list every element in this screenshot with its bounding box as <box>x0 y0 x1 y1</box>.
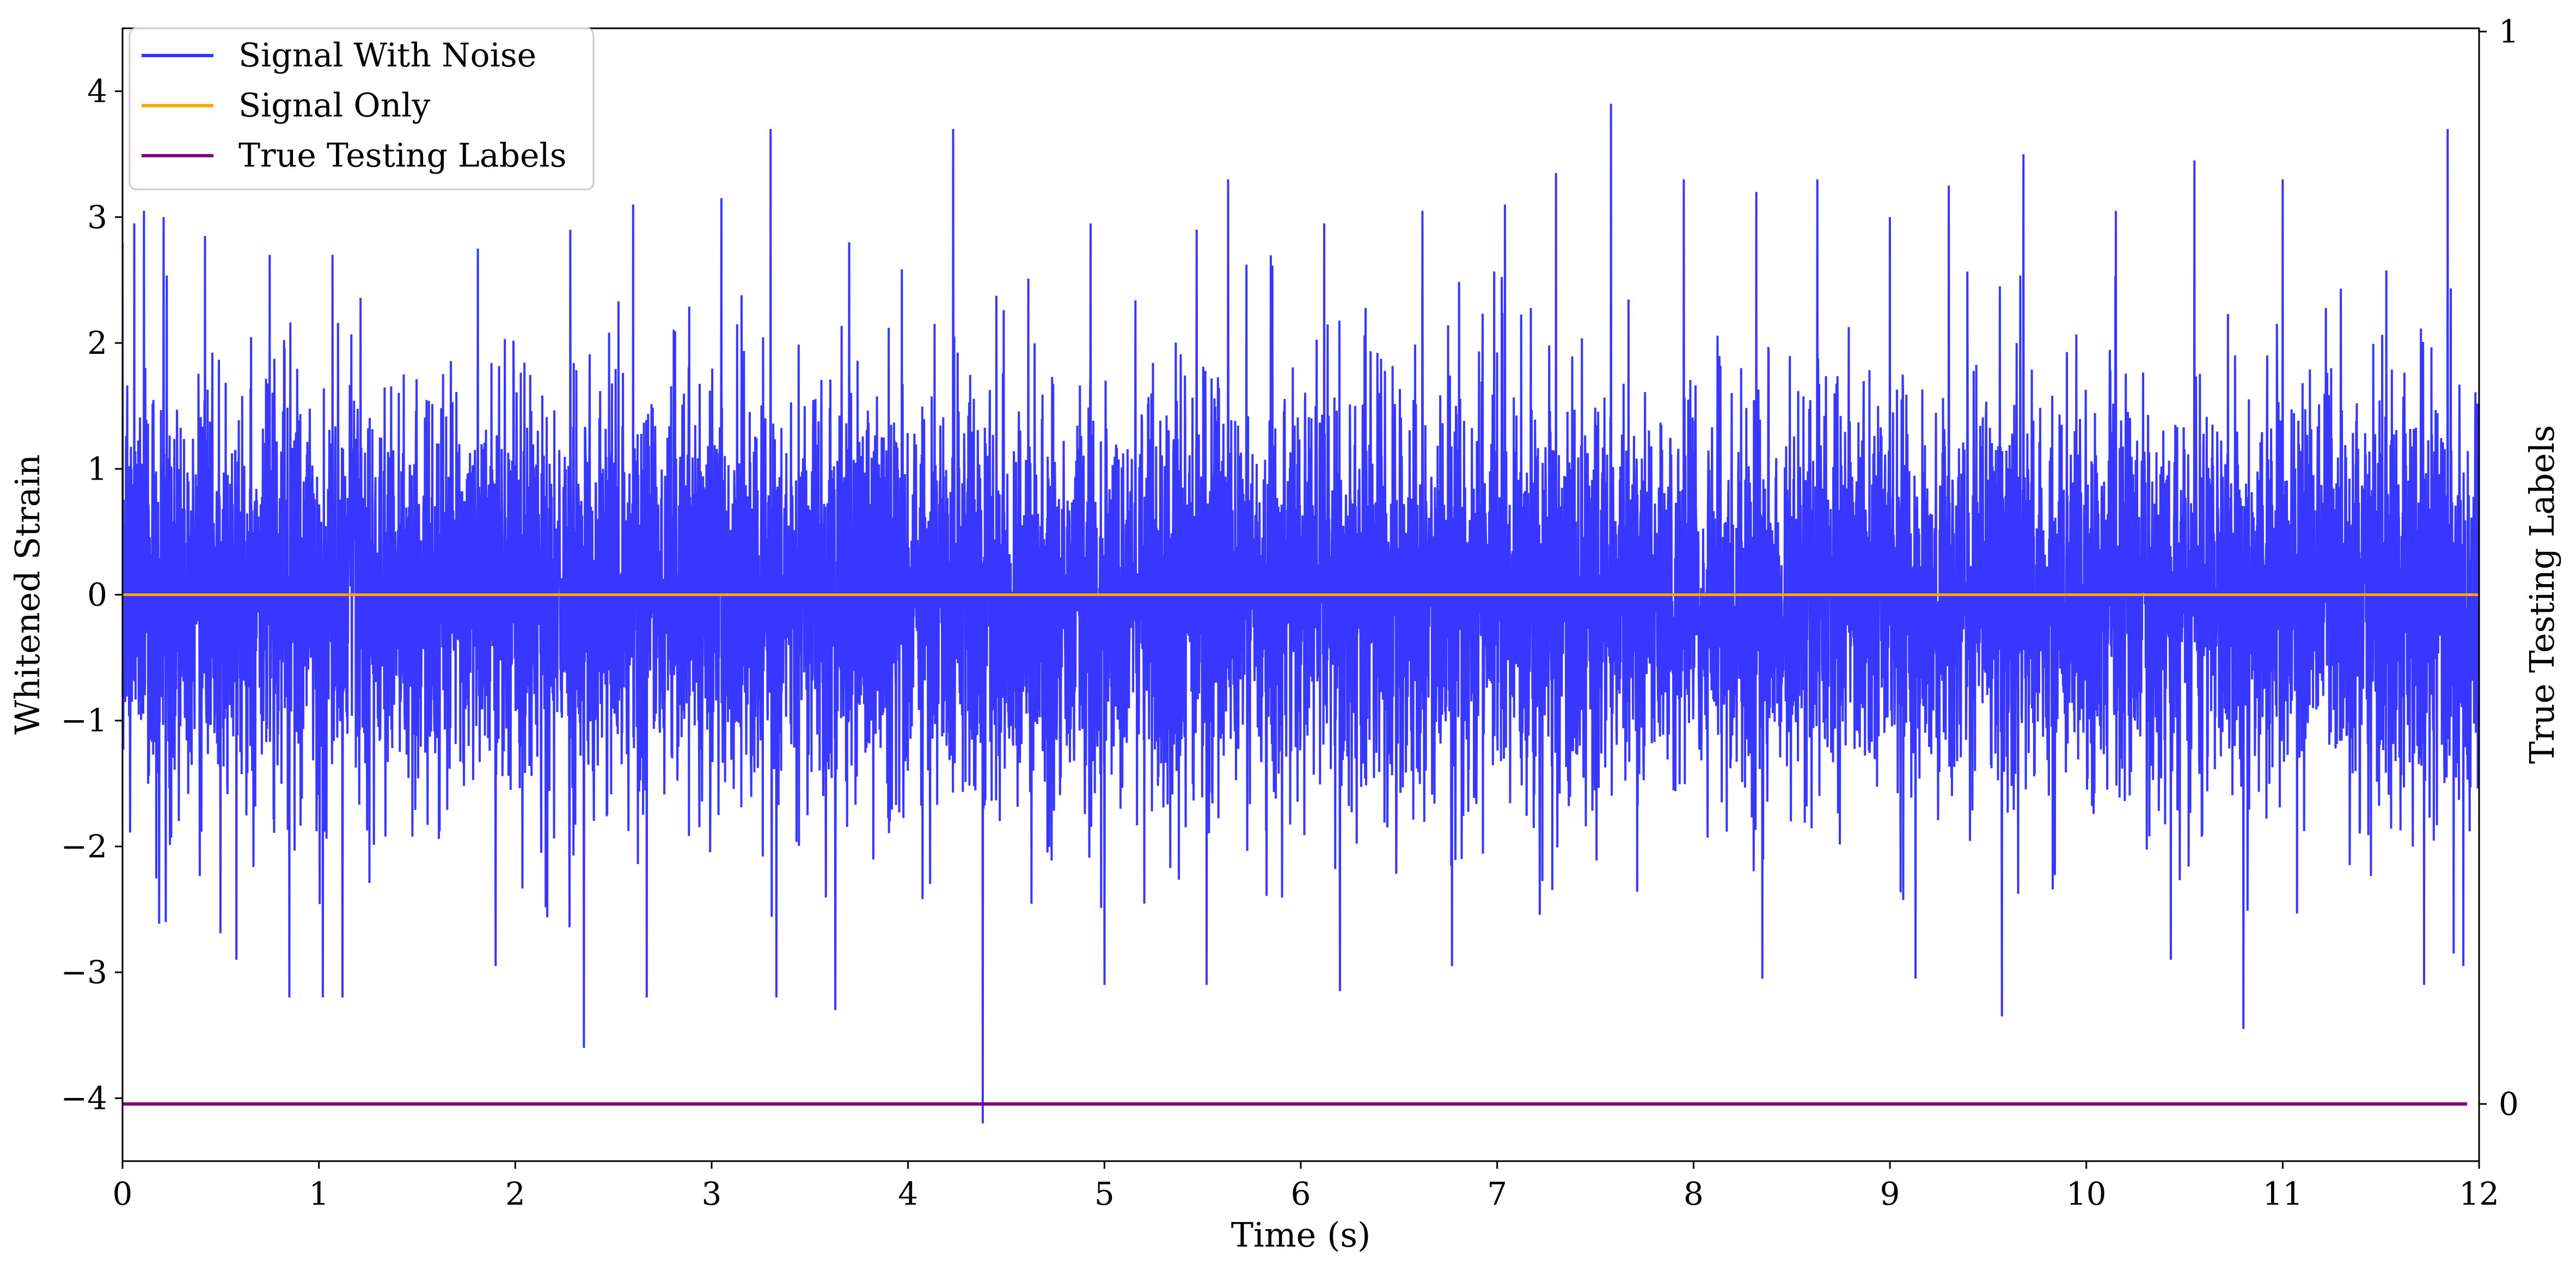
x-tick-label: 4 <box>898 1175 918 1212</box>
y-tick-label: 2 <box>87 324 107 361</box>
legend-label: Signal With Noise <box>238 36 536 75</box>
signal-with-noise-line <box>123 103 2479 1124</box>
x-axis: 0 1 2 3 4 5 6 7 8 9 10 11 12 <box>113 1161 2499 1212</box>
y-tick-label: 3 <box>87 199 107 236</box>
x-axis-label: Time (s) <box>1231 1215 1371 1255</box>
y-tick-label: −3 <box>61 954 108 991</box>
y-axis-label: Whitened Strain <box>8 455 47 735</box>
y-tick-label: −4 <box>61 1079 108 1116</box>
y-axis-right-label: True Testing Labels <box>2522 425 2562 764</box>
y-tick-label: 4 <box>87 73 107 110</box>
plot-area <box>123 103 2479 1124</box>
legend: Signal With Noise Signal Only True Testing… <box>129 27 595 191</box>
legend-box <box>129 27 595 191</box>
x-tick-label: 7 <box>1487 1175 1507 1212</box>
x-tick-label: 9 <box>1880 1175 1900 1212</box>
y-axis-left: −4 −3 −2 −1 0 1 2 3 4 <box>61 73 123 1116</box>
x-tick-label: 3 <box>702 1175 722 1212</box>
y-tick-label: −2 <box>61 828 108 865</box>
legend-label: Signal Only <box>238 87 430 125</box>
y-right-tick-label: 1 <box>2499 13 2519 50</box>
x-tick-label: 10 <box>2066 1175 2107 1212</box>
series-signal-with-noise <box>123 103 2479 1124</box>
x-tick-label: 5 <box>1094 1175 1115 1212</box>
y-tick-label: 1 <box>87 450 107 487</box>
y-tick-label: 0 <box>87 576 107 613</box>
x-tick-label: 12 <box>2459 1175 2499 1212</box>
x-tick-label: 1 <box>309 1175 329 1212</box>
legend-label: True Testing Labels <box>238 137 567 175</box>
x-tick-label: 8 <box>1684 1175 1704 1212</box>
x-tick-label: 11 <box>2262 1175 2303 1212</box>
y-tick-label: −1 <box>61 702 108 739</box>
x-tick-label: 6 <box>1291 1175 1311 1212</box>
x-tick-label: 2 <box>505 1175 525 1212</box>
y-right-tick-label: 0 <box>2499 1085 2519 1122</box>
x-tick-label: 0 <box>113 1175 133 1212</box>
y-axis-right: 01 <box>2479 13 2519 1122</box>
